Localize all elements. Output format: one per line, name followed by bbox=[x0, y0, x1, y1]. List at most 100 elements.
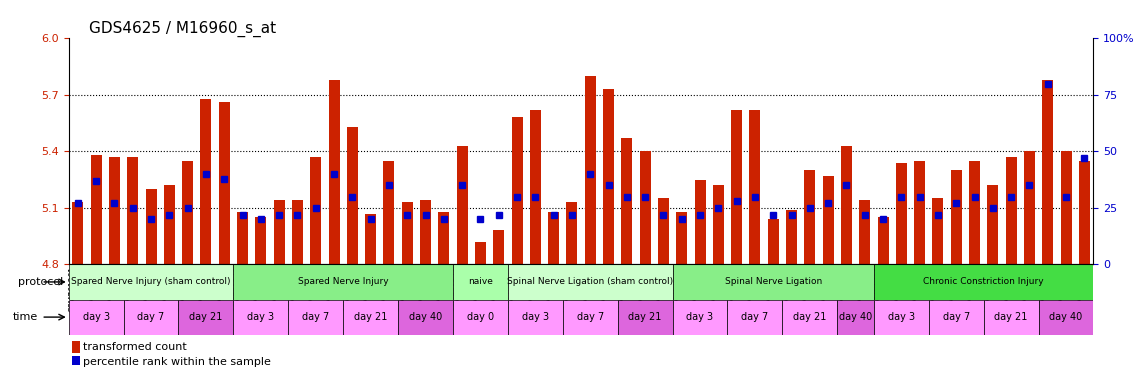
Bar bbox=[640, 151, 650, 264]
Text: day 21: day 21 bbox=[189, 312, 222, 322]
Bar bbox=[768, 219, 779, 264]
FancyBboxPatch shape bbox=[344, 300, 398, 335]
Text: Spinal Nerve Ligation (sham control): Spinal Nerve Ligation (sham control) bbox=[507, 278, 673, 286]
Text: day 21: day 21 bbox=[629, 312, 662, 322]
FancyBboxPatch shape bbox=[984, 300, 1039, 335]
Text: time: time bbox=[13, 312, 38, 322]
FancyBboxPatch shape bbox=[508, 300, 563, 335]
Bar bbox=[164, 185, 175, 264]
Text: Chronic Constriction Injury: Chronic Constriction Injury bbox=[923, 278, 1044, 286]
Bar bbox=[384, 161, 394, 264]
FancyBboxPatch shape bbox=[782, 300, 837, 335]
FancyBboxPatch shape bbox=[69, 264, 234, 300]
Bar bbox=[530, 110, 540, 264]
Bar bbox=[145, 189, 157, 264]
FancyBboxPatch shape bbox=[617, 300, 672, 335]
Bar bbox=[950, 170, 962, 264]
Bar bbox=[292, 200, 303, 264]
Bar bbox=[914, 161, 925, 264]
Bar bbox=[109, 157, 120, 264]
Text: day 21: day 21 bbox=[354, 312, 387, 322]
Bar bbox=[310, 157, 322, 264]
Bar bbox=[493, 230, 504, 264]
Bar bbox=[420, 200, 431, 264]
FancyBboxPatch shape bbox=[179, 300, 234, 335]
Bar bbox=[1060, 151, 1072, 264]
Bar bbox=[402, 202, 412, 264]
Bar bbox=[822, 176, 834, 264]
FancyBboxPatch shape bbox=[874, 264, 1093, 300]
Text: day 40: day 40 bbox=[409, 312, 442, 322]
Bar bbox=[804, 170, 815, 264]
Text: day 3: day 3 bbox=[687, 312, 713, 322]
Text: day 3: day 3 bbox=[522, 312, 548, 322]
Bar bbox=[512, 118, 522, 264]
Text: day 21: day 21 bbox=[793, 312, 827, 322]
FancyBboxPatch shape bbox=[874, 300, 929, 335]
FancyBboxPatch shape bbox=[289, 300, 344, 335]
FancyBboxPatch shape bbox=[563, 300, 617, 335]
Text: Spared Nerve Injury: Spared Nerve Injury bbox=[298, 278, 388, 286]
Bar bbox=[567, 202, 577, 264]
FancyBboxPatch shape bbox=[1039, 300, 1093, 335]
Bar bbox=[457, 146, 467, 264]
FancyBboxPatch shape bbox=[234, 264, 453, 300]
Bar bbox=[622, 138, 632, 264]
Bar bbox=[658, 199, 669, 264]
Text: day 3: day 3 bbox=[887, 312, 915, 322]
Text: GDS4625 / M16960_s_at: GDS4625 / M16960_s_at bbox=[89, 21, 276, 37]
FancyBboxPatch shape bbox=[929, 300, 984, 335]
Bar bbox=[548, 212, 559, 264]
FancyBboxPatch shape bbox=[672, 264, 874, 300]
FancyBboxPatch shape bbox=[672, 300, 727, 335]
Bar bbox=[90, 155, 102, 264]
Text: day 7: day 7 bbox=[741, 312, 768, 322]
Bar bbox=[840, 146, 852, 264]
Bar bbox=[347, 127, 358, 264]
Bar bbox=[72, 202, 84, 264]
Bar bbox=[932, 199, 943, 264]
Text: day 0: day 0 bbox=[467, 312, 493, 322]
Bar bbox=[1079, 161, 1090, 264]
Bar bbox=[72, 341, 80, 353]
Bar bbox=[787, 210, 797, 264]
Text: protocol: protocol bbox=[18, 277, 63, 287]
Bar bbox=[329, 80, 340, 264]
Bar bbox=[1042, 80, 1053, 264]
Bar bbox=[439, 212, 449, 264]
Text: day 40: day 40 bbox=[1050, 312, 1083, 322]
Bar bbox=[237, 212, 248, 264]
Text: Spinal Nerve Ligation: Spinal Nerve Ligation bbox=[725, 278, 822, 286]
Text: day 3: day 3 bbox=[247, 312, 275, 322]
Bar bbox=[1024, 151, 1035, 264]
Text: day 7: day 7 bbox=[942, 312, 970, 322]
Text: day 3: day 3 bbox=[82, 312, 110, 322]
FancyBboxPatch shape bbox=[69, 300, 124, 335]
Bar bbox=[72, 356, 80, 368]
Text: transformed count: transformed count bbox=[84, 342, 187, 352]
FancyBboxPatch shape bbox=[453, 300, 508, 335]
Text: day 40: day 40 bbox=[839, 312, 872, 322]
FancyBboxPatch shape bbox=[398, 300, 453, 335]
Bar bbox=[127, 157, 139, 264]
Bar bbox=[969, 161, 980, 264]
Bar bbox=[750, 110, 760, 264]
FancyBboxPatch shape bbox=[124, 300, 179, 335]
Bar bbox=[274, 200, 285, 264]
Bar bbox=[695, 180, 705, 264]
Bar bbox=[365, 214, 377, 264]
FancyBboxPatch shape bbox=[453, 264, 508, 300]
Bar bbox=[182, 161, 194, 264]
Text: day 21: day 21 bbox=[995, 312, 1028, 322]
Bar bbox=[713, 185, 724, 264]
Text: day 7: day 7 bbox=[137, 312, 165, 322]
FancyBboxPatch shape bbox=[508, 264, 672, 300]
FancyBboxPatch shape bbox=[837, 300, 874, 335]
Bar bbox=[475, 242, 485, 264]
FancyBboxPatch shape bbox=[727, 300, 782, 335]
Bar bbox=[895, 163, 907, 264]
Text: Spared Nerve Injury (sham control): Spared Nerve Injury (sham control) bbox=[71, 278, 231, 286]
Bar bbox=[859, 200, 870, 264]
Bar bbox=[1005, 157, 1017, 264]
Text: day 7: day 7 bbox=[302, 312, 330, 322]
